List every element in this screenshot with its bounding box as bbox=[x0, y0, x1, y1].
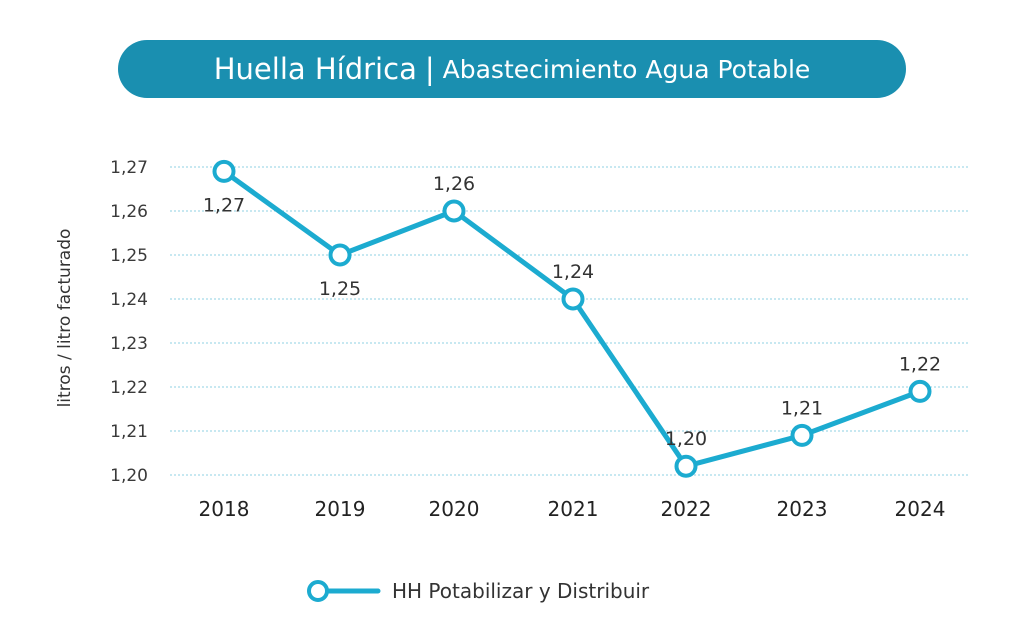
x-tick-label: 2019 bbox=[315, 497, 366, 521]
data-label: 1,25 bbox=[319, 278, 361, 300]
data-label: 1,24 bbox=[552, 261, 594, 283]
x-tick-label: 2022 bbox=[661, 497, 712, 521]
data-point bbox=[212, 159, 236, 183]
series-group bbox=[212, 159, 932, 478]
y-tick-label: 1,24 bbox=[110, 290, 148, 310]
x-tick-label: 2021 bbox=[548, 497, 599, 521]
y-tick-label: 1,25 bbox=[110, 246, 148, 266]
data-label: 1,27 bbox=[203, 194, 245, 216]
legend: HH Potabilizar y Distribuir bbox=[307, 579, 650, 603]
data-label: 1,21 bbox=[781, 397, 823, 419]
y-axis-ticks: 1,20 1,21 1,22 1,23 1,24 1,25 1,26 1,27 bbox=[110, 158, 148, 486]
data-label: 1,26 bbox=[433, 173, 475, 195]
data-point bbox=[328, 243, 352, 267]
legend-label: HH Potabilizar y Distribuir bbox=[392, 579, 650, 603]
data-point bbox=[908, 379, 932, 403]
title-separator: | bbox=[424, 52, 435, 86]
data-point bbox=[674, 454, 698, 478]
y-tick-label: 1,27 bbox=[110, 158, 148, 178]
data-point bbox=[442, 199, 466, 223]
y-tick-label: 1,23 bbox=[110, 334, 148, 354]
x-tick-label: 2023 bbox=[777, 497, 828, 521]
grid-lines bbox=[170, 166, 968, 476]
x-tick-label: 2020 bbox=[429, 497, 480, 521]
y-tick-label: 1,20 bbox=[110, 466, 148, 486]
series-line bbox=[221, 168, 923, 469]
x-tick-label: 2024 bbox=[895, 497, 946, 521]
data-label: 1,20 bbox=[665, 428, 707, 450]
data-label: 1,22 bbox=[899, 353, 941, 375]
title-main: Huella Hídrica bbox=[213, 52, 417, 86]
x-axis-ticks: 2018 2019 2020 2021 2022 2023 2024 bbox=[199, 497, 946, 521]
x-tick-label: 2018 bbox=[199, 497, 250, 521]
legend-circle-marker bbox=[307, 580, 329, 602]
title-subtitle: Abastecimiento Agua Potable bbox=[442, 54, 811, 84]
data-point bbox=[561, 287, 585, 311]
y-axis-label: litros / litro facturado bbox=[55, 229, 75, 408]
y-tick-label: 1,26 bbox=[110, 202, 148, 222]
y-tick-label: 1,22 bbox=[110, 378, 148, 398]
chart-title: Huella Hídrica | Abastecimiento Agua Pot… bbox=[118, 40, 906, 98]
y-tick-label: 1,21 bbox=[110, 422, 148, 442]
data-point bbox=[790, 423, 814, 447]
data-labels: 1,27 1,25 1,26 1,24 1,20 1,21 1,22 bbox=[203, 173, 941, 450]
